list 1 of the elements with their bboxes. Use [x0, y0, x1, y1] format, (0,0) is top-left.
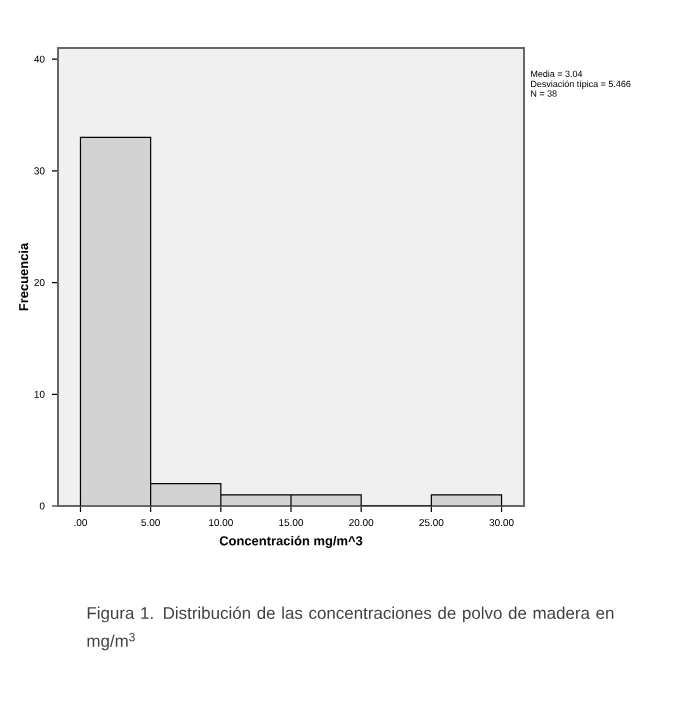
text: Figura 1. Distribución de las concentraciones de polvo de madera en mg/m$^{3}$ — [87, 606, 614, 651]
